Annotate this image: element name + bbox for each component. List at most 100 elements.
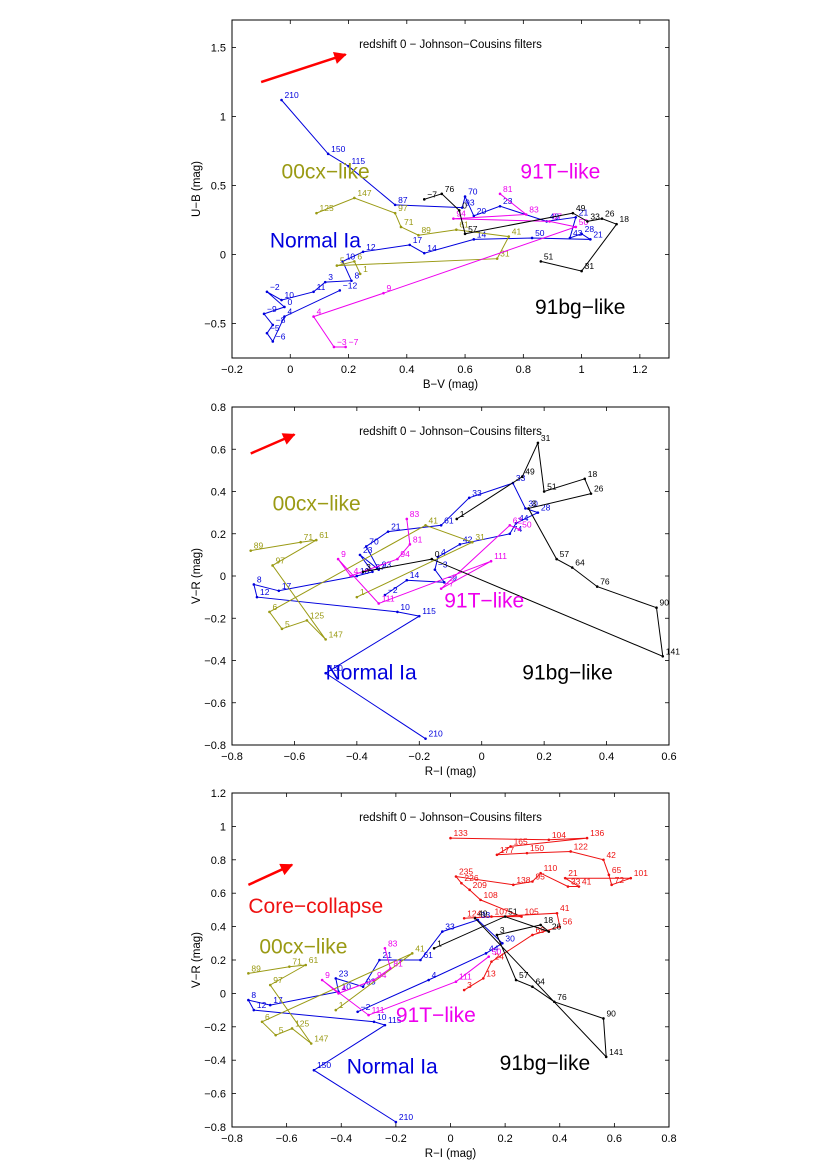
data-point bbox=[378, 958, 381, 962]
data-point bbox=[274, 1033, 278, 1037]
data-point bbox=[432, 947, 436, 950]
epoch-label: 5 bbox=[340, 256, 345, 266]
data-point bbox=[604, 1055, 608, 1059]
x-tick-label: 0.8 bbox=[661, 1133, 676, 1145]
epoch-label: 8 bbox=[257, 574, 262, 584]
epoch-label: 65 bbox=[612, 865, 622, 875]
epoch-label: 51 bbox=[544, 251, 554, 261]
series-91t-like: 83 81 94 4 9 111 111 50 bbox=[320, 938, 501, 1017]
epoch-label: 6 bbox=[272, 602, 277, 612]
class-label: 91T−like bbox=[520, 161, 600, 184]
y-tick-label: −0.5 bbox=[204, 319, 226, 331]
data-point bbox=[586, 220, 589, 223]
y-tick-label: 0.8 bbox=[211, 855, 226, 867]
epoch-label: 165 bbox=[514, 836, 528, 846]
panel-title: redshift 0 − Johnson−Cousins filters bbox=[359, 39, 542, 51]
x-axis-label: B−V (mag) bbox=[423, 379, 478, 391]
class-label: Normal Ia bbox=[326, 662, 417, 685]
data-point bbox=[326, 152, 330, 156]
epoch-label: 31 bbox=[500, 249, 510, 259]
data-point bbox=[386, 530, 390, 533]
epoch-label: 62 bbox=[513, 515, 523, 525]
data-point bbox=[422, 198, 426, 201]
data-point bbox=[520, 475, 524, 479]
data-point bbox=[508, 532, 512, 536]
data-point bbox=[408, 243, 412, 247]
data-point bbox=[353, 196, 356, 200]
data-point bbox=[472, 214, 476, 218]
data-point bbox=[249, 549, 253, 552]
epoch-label: 147 bbox=[314, 1034, 328, 1044]
epoch-label: −9 bbox=[267, 304, 277, 314]
epoch-label: 108 bbox=[484, 890, 498, 900]
epoch-label: 69 bbox=[535, 925, 545, 935]
epoch-label: 150 bbox=[530, 843, 544, 853]
data-point bbox=[315, 211, 318, 215]
epoch-label: 1 bbox=[339, 1000, 344, 1010]
epoch-label: 83 bbox=[529, 205, 539, 215]
data-point bbox=[396, 557, 399, 561]
data-point bbox=[547, 838, 551, 842]
epoch-label: 133 bbox=[454, 828, 468, 838]
y-tick-label: 0.2 bbox=[211, 955, 226, 967]
x-tick-label: 0.8 bbox=[516, 364, 531, 376]
y-tick-label: 1.5 bbox=[211, 43, 226, 55]
class-label: 00cx−like bbox=[273, 493, 361, 516]
data-point bbox=[372, 978, 376, 982]
epoch-label: 83 bbox=[410, 509, 420, 519]
epoch-label: −7 bbox=[427, 189, 437, 199]
data-point bbox=[252, 583, 256, 586]
x-tick-label: 0.6 bbox=[661, 751, 676, 763]
plot-frame bbox=[231, 19, 670, 359]
epoch-label: 226 bbox=[464, 873, 478, 883]
data-point bbox=[288, 965, 291, 968]
y-axis-label: V−R (mag) bbox=[191, 548, 203, 604]
epoch-label: 87 bbox=[375, 562, 385, 572]
y-tick-label: −0.4 bbox=[204, 656, 226, 668]
x-tick-label: 0.2 bbox=[536, 751, 551, 763]
data-point bbox=[527, 507, 530, 510]
data-point bbox=[280, 98, 283, 102]
class-label: 91bg−like bbox=[522, 662, 613, 685]
epoch-label: 44 bbox=[489, 943, 499, 953]
data-point bbox=[427, 978, 430, 982]
data-point bbox=[265, 290, 269, 294]
data-point bbox=[383, 947, 387, 950]
data-point bbox=[503, 915, 507, 918]
data-point bbox=[442, 581, 446, 584]
data-point bbox=[350, 279, 353, 283]
class-label: Core−collapse bbox=[248, 895, 383, 918]
data-point bbox=[607, 873, 611, 877]
data-point bbox=[539, 260, 543, 263]
epoch-label: 94 bbox=[377, 970, 387, 980]
x-tick-label: 0.6 bbox=[457, 364, 472, 376]
x-tick-label: 0 bbox=[479, 751, 485, 763]
epoch-label: 9 bbox=[325, 970, 330, 980]
data-point bbox=[473, 916, 477, 920]
epoch-label: 10 bbox=[400, 602, 410, 612]
data-point bbox=[655, 606, 658, 609]
data-point bbox=[525, 851, 529, 855]
epoch-label: 150 bbox=[331, 144, 345, 154]
epoch-label: 76 bbox=[445, 184, 455, 194]
data-point bbox=[555, 557, 558, 561]
epoch-label: 93 bbox=[366, 977, 376, 987]
data-point bbox=[299, 540, 302, 544]
data-point bbox=[468, 888, 471, 892]
epoch-label: 111 bbox=[382, 593, 395, 603]
epoch-label: 33 bbox=[481, 910, 491, 920]
data-point bbox=[479, 898, 482, 902]
epoch-label: 210 bbox=[285, 90, 299, 100]
epoch-label: 33 bbox=[571, 877, 581, 887]
epoch-label: 11 bbox=[317, 282, 326, 292]
data-point bbox=[552, 1000, 556, 1004]
data-point bbox=[430, 557, 434, 561]
x-tick-label: −0.2 bbox=[408, 751, 430, 763]
data-point bbox=[344, 345, 347, 349]
x-tick-label: 0 bbox=[447, 1133, 453, 1145]
epoch-label: 87 bbox=[398, 195, 408, 205]
epoch-label: 5 bbox=[285, 619, 290, 629]
